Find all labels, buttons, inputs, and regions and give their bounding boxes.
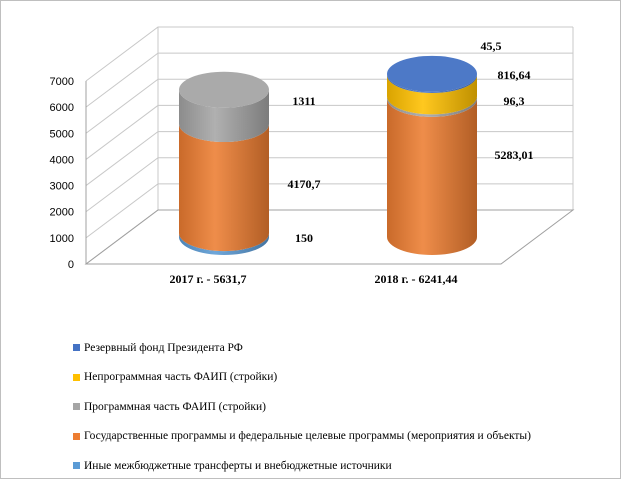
legend-swatch xyxy=(73,373,80,381)
legend-item: Иные межбюджетные трансферты и внебюджет… xyxy=(73,451,531,478)
legend-label: Резервный фонд Президента РФ xyxy=(84,341,243,354)
bar-segment xyxy=(387,98,477,255)
gridline xyxy=(85,157,573,213)
data-label: 45,5 xyxy=(481,39,502,53)
data-label: 1311 xyxy=(292,94,315,108)
y-tick-label: 3000 xyxy=(50,181,74,193)
legend-item: Непрограммная часть ФАИП (стройки) xyxy=(73,363,531,393)
legend-swatch xyxy=(73,432,80,440)
gridline xyxy=(85,183,573,239)
legend-swatch xyxy=(73,462,80,470)
legend-item: Программная часть ФАИП (стройки) xyxy=(73,392,531,422)
legend-swatch xyxy=(73,403,80,411)
bars xyxy=(179,55,477,255)
floor xyxy=(84,209,575,265)
legend-swatch xyxy=(73,344,80,352)
bar-segment xyxy=(179,233,270,255)
data-label: 150 xyxy=(295,231,313,245)
y-tick-label: 2000 xyxy=(50,207,74,219)
legend-label: Иные межбюджетные трансферты и внебюджет… xyxy=(84,459,392,472)
data-label: 5283,01 xyxy=(495,148,534,162)
data-label: 4170,7 xyxy=(288,177,321,191)
gridline xyxy=(85,78,573,134)
bar-top xyxy=(387,55,477,92)
legend-item: Резервный фонд Президента РФ xyxy=(73,333,531,363)
y-tick-label: 7000 xyxy=(50,76,74,88)
y-tick-label: 5000 xyxy=(50,128,74,140)
x-tick-label: 2018 г. - 6241,44 xyxy=(374,272,457,286)
gridline xyxy=(85,209,573,265)
chart-canvas: 0 1000 2000 3000 4000 5000 6000 7000 2017 г. - 5… xyxy=(50,26,575,286)
labels: 0 1000 2000 3000 4000 5000 6000 7000 2017 г. - 5… xyxy=(50,39,534,286)
grid xyxy=(84,26,575,265)
legend: Резервный фонд Президента РФ Непрограммн… xyxy=(73,333,531,478)
y-tick-label: 6000 xyxy=(50,102,74,114)
bar-segment xyxy=(387,75,477,115)
data-label: 816,64 xyxy=(498,68,531,82)
bar-top xyxy=(179,71,269,108)
y-tick-label: 1000 xyxy=(50,233,74,245)
x-tick-label: 2017 г. - 5631,7 xyxy=(169,272,246,286)
y-tick-label: 4000 xyxy=(50,154,74,166)
bar-segment xyxy=(179,89,270,143)
data-label: 96,3 xyxy=(504,94,525,108)
legend-label: Государственные программы и федеральные … xyxy=(84,430,531,443)
legend-label: Непрограммная часть ФАИП (стройки) xyxy=(84,371,278,384)
legend-label: Программная часть ФАИП (стройки) xyxy=(84,400,266,413)
y-tick-label: 0 xyxy=(68,259,74,271)
legend-item: Государственные программы и федеральные … xyxy=(73,422,531,452)
bar-segment xyxy=(179,124,270,252)
